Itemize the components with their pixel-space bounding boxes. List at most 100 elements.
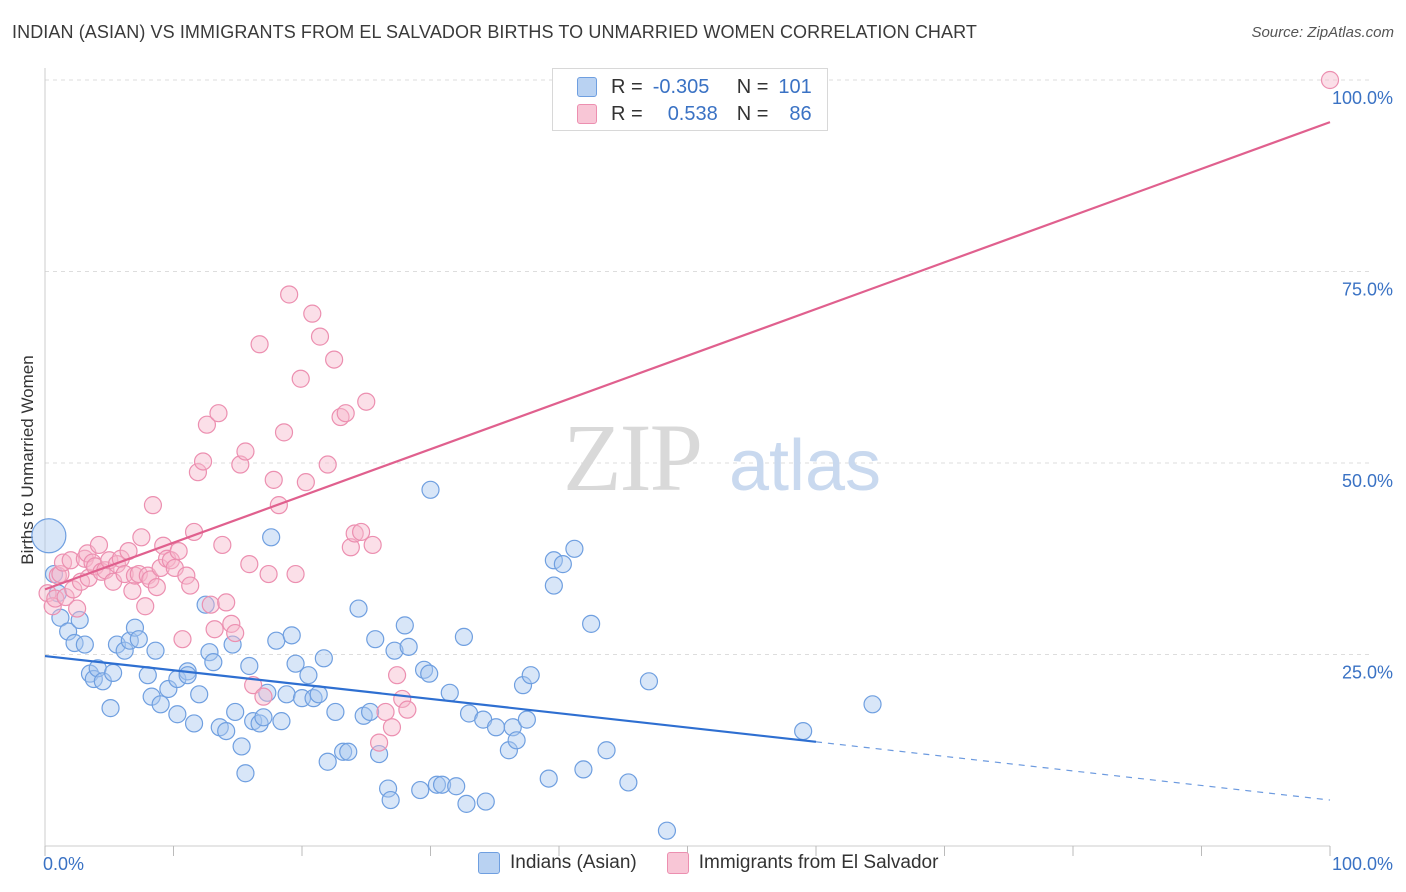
series-el-salvador-points [38, 70, 1340, 752]
point-el-salvador [129, 564, 148, 584]
point-indians [70, 610, 89, 630]
point-el-salvador [286, 564, 305, 584]
y-tick-label: 50.0% [1342, 471, 1393, 491]
point-el-salvador [181, 576, 200, 595]
legend-n-label: N = [736, 102, 769, 125]
point-indians [101, 699, 120, 718]
point-indians [125, 618, 145, 637]
point-indians [318, 752, 337, 771]
x-tick-label: 0.0% [43, 854, 84, 874]
point-indians [582, 614, 601, 633]
point-indians [104, 663, 123, 682]
point-indians [476, 792, 495, 811]
point-indians [159, 679, 178, 699]
point-el-salvador [325, 350, 344, 369]
point-el-salvador [64, 580, 83, 599]
point-el-salvador [222, 614, 241, 633]
source-label: Source: ZipAtlas.com [1251, 24, 1394, 41]
series-legend: Indians (Asian) Immigrants from El Salva… [478, 852, 968, 874]
point-el-salvador [169, 541, 188, 561]
point-indians [420, 664, 439, 683]
point-el-salvador [259, 564, 278, 584]
point-indians [190, 685, 209, 704]
legend-label-el-salvador: Immigrants from El Salvador [698, 852, 939, 873]
point-el-salvador [387, 666, 407, 685]
point-indians [236, 764, 255, 783]
point-indians [200, 643, 219, 662]
point-indians [565, 539, 584, 558]
point-indians [544, 576, 563, 595]
point-indians [544, 551, 563, 570]
legend-swatch-pink [577, 104, 597, 124]
point-indians [361, 702, 380, 722]
point-indians [381, 790, 400, 810]
legend-row-el-salvador: R = 0.538 N = 86 [577, 101, 812, 127]
point-indians [521, 666, 540, 685]
point-indians [454, 627, 474, 646]
point-indians [553, 555, 572, 574]
point-el-salvador [147, 577, 166, 597]
tick-labels: 25.0% 50.0% 75.0% 100.0% 0.0% 100.0% [43, 88, 1393, 874]
point-el-salvador [280, 285, 299, 304]
point-el-salvador [205, 620, 224, 639]
legend-item-el-salvador: Immigrants from El Salvador [666, 852, 939, 874]
point-indians [168, 705, 187, 724]
point-indians [794, 721, 813, 741]
point-indians [539, 769, 558, 788]
legend-r-label: R = [611, 102, 643, 125]
point-indians [217, 721, 236, 741]
point-el-salvador [177, 566, 196, 585]
point-el-salvador [363, 535, 382, 555]
point-indians [196, 595, 215, 614]
point-el-salvador [370, 733, 389, 752]
point-indians [254, 708, 273, 727]
point-indians [309, 685, 328, 704]
point-indians [411, 780, 430, 800]
point-indians [277, 685, 296, 704]
legend-swatch-indians [478, 852, 500, 874]
point-el-salvador [336, 404, 355, 423]
point-indians [385, 641, 404, 660]
y-tick-label: 25.0% [1342, 663, 1393, 683]
point-indians [507, 731, 526, 750]
point-el-salvador [352, 522, 371, 542]
point-el-salvador [61, 551, 80, 570]
point-indians [863, 695, 882, 714]
point-el-salvador [56, 587, 75, 607]
point-indians [286, 654, 305, 673]
point-indians [232, 737, 251, 756]
legend-n-value: 101 [778, 75, 812, 98]
point-indians [657, 821, 677, 840]
point-el-salvador [310, 327, 330, 346]
point-indians [299, 666, 318, 685]
trend-line-indians-extension [815, 741, 1331, 801]
gridlines [45, 79, 1370, 655]
point-indians [326, 702, 345, 722]
x-tick-label: 100.0% [1332, 854, 1393, 874]
y-tick-label: 75.0% [1342, 280, 1393, 300]
point-indians [178, 666, 197, 685]
point-indians [204, 653, 223, 672]
point-el-salvador [341, 538, 360, 557]
point-indians [334, 742, 353, 761]
point-el-salvador [193, 452, 213, 471]
point-indians [240, 656, 259, 676]
trend-line-indians [44, 654, 817, 743]
legend-r-value: -0.305 [652, 75, 710, 98]
point-indians [272, 712, 291, 731]
legend-row-indians: R = -0.305 N = 101 [577, 74, 812, 100]
point-el-salvador [240, 555, 259, 574]
point-indians [262, 528, 281, 547]
series-indians-points [31, 480, 882, 840]
point-el-salvador [345, 524, 364, 543]
point-el-salvador [89, 535, 109, 555]
point-el-salvador [244, 676, 263, 695]
point-indians [314, 649, 333, 668]
point-el-salvador [132, 528, 151, 547]
point-el-salvador [123, 581, 142, 601]
legend-swatch-el-salvador [666, 852, 689, 874]
point-el-salvador [213, 535, 232, 555]
point-el-salvador [398, 700, 417, 719]
point-indians [267, 631, 286, 650]
